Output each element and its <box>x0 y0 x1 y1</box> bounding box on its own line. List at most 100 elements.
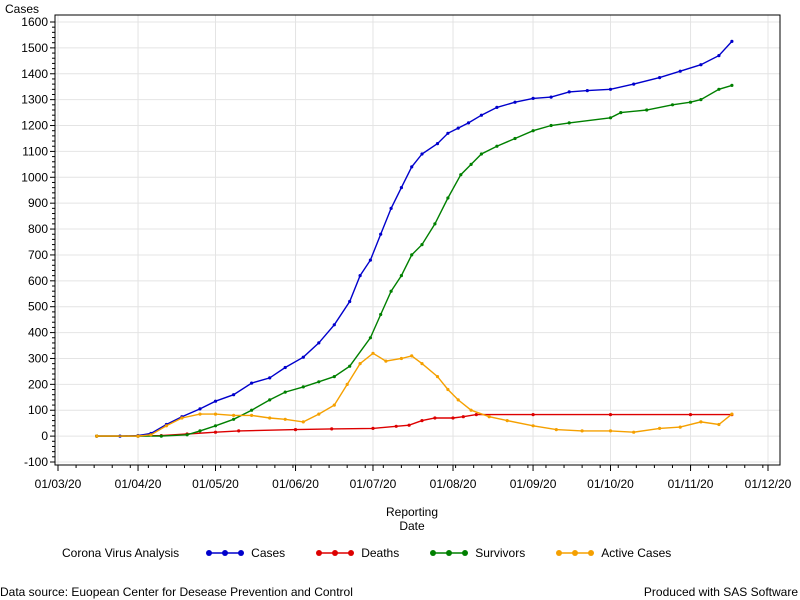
data-point <box>95 434 99 438</box>
y-tick-label: 1600 <box>21 15 48 29</box>
data-point <box>213 399 218 403</box>
data-point <box>619 111 623 115</box>
data-point <box>549 123 553 128</box>
data-point <box>399 356 403 361</box>
data-point <box>379 232 383 236</box>
data-point <box>580 429 584 433</box>
data-point <box>658 426 662 430</box>
data-point <box>420 419 424 423</box>
data-point <box>268 376 272 380</box>
data-point <box>632 82 636 86</box>
y-tick-label: 400 <box>28 326 48 340</box>
data-point <box>268 398 272 402</box>
data-point <box>389 289 393 293</box>
data-point <box>213 412 218 416</box>
data-point <box>283 390 287 394</box>
plot-frame <box>54 14 781 466</box>
data-point <box>433 416 437 420</box>
y-tick-label: 1300 <box>21 93 48 107</box>
data-point <box>301 420 305 424</box>
data-point <box>232 393 236 397</box>
data-point <box>688 100 693 104</box>
data-point <box>717 54 721 58</box>
legend-label-cases: Cases <box>251 546 286 560</box>
data-point <box>608 413 613 417</box>
data-point <box>293 428 298 432</box>
data-point <box>531 413 535 417</box>
legend-label-deaths: Deaths <box>361 546 400 560</box>
data-point <box>198 407 202 411</box>
data-point <box>368 258 372 262</box>
data-point <box>407 423 411 427</box>
y-tick-label: 900 <box>28 196 48 210</box>
data-point <box>332 403 336 407</box>
data-point <box>505 419 509 423</box>
data-point <box>585 89 589 93</box>
data-point <box>399 186 403 190</box>
data-point <box>250 413 254 417</box>
data-point <box>410 253 414 257</box>
data-point <box>389 206 393 210</box>
data-point <box>717 422 721 427</box>
legend-item-cases: Cases <box>205 546 285 560</box>
data-point <box>420 243 424 247</box>
legend-swatch-survivors <box>430 550 469 556</box>
data-point <box>301 355 305 359</box>
data-point <box>237 429 241 433</box>
data-point <box>567 121 571 125</box>
data-point <box>213 424 218 428</box>
data-point <box>608 429 613 433</box>
data-point <box>446 387 450 392</box>
data-point <box>250 408 254 412</box>
data-point <box>330 427 334 431</box>
data-point <box>699 63 703 67</box>
data-point <box>420 152 424 156</box>
data-point <box>513 136 517 141</box>
data-point <box>410 165 414 169</box>
data-point <box>531 424 535 428</box>
x-tick-label: 01/05/20 <box>192 477 239 491</box>
data-point <box>670 103 675 107</box>
y-tick-label: 300 <box>28 351 48 365</box>
x-tick-label: 01/11/20 <box>668 477 714 491</box>
data-point <box>384 359 388 363</box>
data-point <box>469 162 473 166</box>
data-point <box>495 144 499 148</box>
data-point <box>317 412 321 416</box>
data-point <box>451 416 455 420</box>
data-point <box>301 385 305 389</box>
legend-label-active: Active Cases <box>601 546 672 560</box>
y-tick-label: 500 <box>28 300 48 314</box>
x-tick-label: 01/08/20 <box>430 477 477 491</box>
data-point <box>180 416 184 420</box>
data-point <box>645 108 649 112</box>
data-point <box>678 69 682 73</box>
data-point <box>549 95 553 99</box>
x-axis-label: Reporting <box>386 505 438 519</box>
data-point <box>699 420 703 424</box>
data-point <box>435 142 440 146</box>
y-tick-label: 1100 <box>22 144 48 158</box>
data-point <box>658 76 662 80</box>
data-point <box>283 417 287 421</box>
data-point <box>394 424 398 428</box>
data-point <box>479 152 483 156</box>
data-point <box>730 39 734 44</box>
data-point <box>608 116 613 120</box>
data-point <box>332 323 336 327</box>
data-point <box>345 382 349 386</box>
data-point <box>474 413 478 417</box>
data-point <box>371 351 375 355</box>
data-point <box>717 87 721 91</box>
data-point <box>368 336 372 340</box>
data-point <box>268 416 272 420</box>
data-source-note: Data source: Euopean Center for Desease … <box>0 585 353 599</box>
data-point <box>348 299 352 304</box>
x-tick-label: 01/03/20 <box>35 477 82 491</box>
data-point <box>699 98 703 102</box>
data-point <box>371 426 375 430</box>
legend-item-deaths: Deaths <box>315 546 399 560</box>
data-point <box>469 408 473 412</box>
x-tick-label: 01/10/20 <box>587 477 634 491</box>
